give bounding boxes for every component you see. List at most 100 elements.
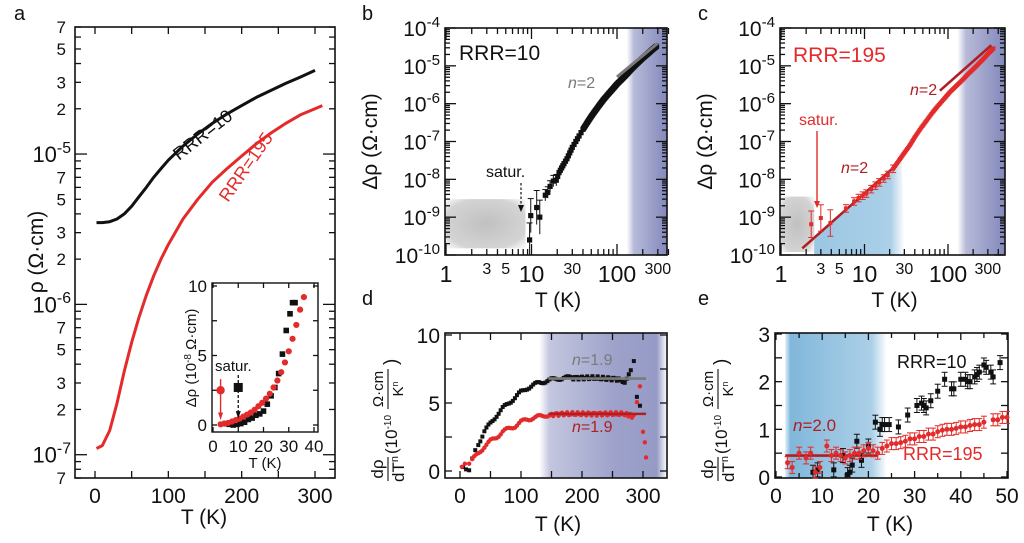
panel-c-title: RRR=195 xyxy=(793,44,886,67)
data-point-rrr10 xyxy=(967,379,973,385)
x-tick-label: 1 xyxy=(440,261,453,287)
x-tick-label: 3 xyxy=(482,261,491,278)
y-label-denominator: dTn xyxy=(719,456,738,482)
data-point-rrr10 xyxy=(539,381,544,386)
data-point xyxy=(860,193,865,198)
data-point xyxy=(568,147,574,153)
data-point-rrr10 xyxy=(484,425,489,430)
data-point-rrr10 xyxy=(928,398,934,404)
data-point-rrr10 xyxy=(914,403,920,408)
data-point-rrr10 xyxy=(997,360,1003,366)
inset-y-tick-label: 0 xyxy=(198,416,207,435)
y-label-unit-den: Kn xyxy=(720,381,737,396)
inset-satur-marker-red xyxy=(216,386,225,395)
data-point-rrr195 xyxy=(796,450,802,456)
data-point-rrr10 xyxy=(480,434,485,439)
inset-point-rrr195 xyxy=(300,294,307,301)
data-point-rrr195 xyxy=(817,464,823,470)
plot-frame xyxy=(774,332,1009,479)
x-tick-label: 100 xyxy=(929,261,967,287)
x-tick-label: 10 xyxy=(519,261,545,287)
data-point-rrr10 xyxy=(858,457,864,463)
data-point-rrr195 xyxy=(958,424,964,430)
inset-point-rrr10 xyxy=(230,422,236,428)
data-point-rrr10 xyxy=(634,394,639,399)
y-tick-label: 10-7 xyxy=(738,128,775,155)
x-tick-label: 5 xyxy=(835,261,844,278)
data-point-rrr10 xyxy=(504,402,509,407)
inset-point-rrr10 xyxy=(249,415,255,421)
inset-y-tick-label: 5 xyxy=(198,347,207,366)
data-point xyxy=(885,173,890,178)
data-point-rrr10 xyxy=(512,396,517,401)
data-point-rrr195 xyxy=(640,429,646,434)
y-label-unit-num: Ω·cm xyxy=(700,371,717,407)
panel-a-curve-label-rrr195: RRR=195 xyxy=(215,129,277,206)
data-point-rrr10 xyxy=(510,398,515,403)
x-tick-label: 300 xyxy=(974,261,1001,278)
data-point-rrr10 xyxy=(514,393,519,398)
data-point-rrr195 xyxy=(879,445,885,451)
data-point xyxy=(843,206,848,211)
fit-label-n2-high: n=2 xyxy=(910,82,937,99)
data-point xyxy=(852,199,857,204)
y-tick-label: 2 xyxy=(57,400,66,419)
data-point xyxy=(869,187,874,192)
inset-satur-marker-black xyxy=(233,382,243,392)
data-point-rrr10 xyxy=(628,368,633,373)
x-tick-label: 100 xyxy=(598,261,636,287)
data-point xyxy=(828,221,833,226)
inset-point-rrr195 xyxy=(281,359,289,366)
panel-a-frame xyxy=(74,26,336,479)
data-point-rrr195 xyxy=(828,453,834,459)
x-axis-label: T (K) xyxy=(871,289,917,312)
data-point xyxy=(526,237,533,243)
data-point xyxy=(873,183,878,188)
data-point-rrr195 xyxy=(912,436,918,442)
y-label-close-paren: ) xyxy=(711,359,732,365)
y-tick-label: 3 xyxy=(57,73,66,92)
data-point-rrr195 xyxy=(462,461,468,466)
inset-point-rrr195 xyxy=(270,384,277,391)
inset-ylabel: Δρ (10-8 Ω·cm) xyxy=(183,309,200,408)
inset-point-rrr195 xyxy=(266,390,273,397)
data-point-rrr195 xyxy=(949,426,955,432)
inset-satur-label: satur. xyxy=(215,358,252,375)
data-point xyxy=(881,176,886,181)
y-label-close-paren: ) xyxy=(381,359,402,365)
y-tick-label: 7 xyxy=(57,469,66,488)
data-point-rrr10 xyxy=(585,374,590,379)
data-point-rrr10 xyxy=(958,376,964,382)
data-point-rrr10 xyxy=(545,379,550,384)
data-point xyxy=(911,136,916,141)
data-point-rrr195 xyxy=(789,464,795,470)
inset-point-rrr195 xyxy=(285,348,292,355)
panel-b-title: RRR=10 xyxy=(459,42,540,65)
data-point-rrr10 xyxy=(543,380,548,385)
x-tick-label: 1 xyxy=(775,261,788,287)
data-point-rrr10 xyxy=(529,384,534,389)
data-point-rrr10 xyxy=(525,387,530,392)
y-tick-label: 10-6 xyxy=(738,90,775,117)
data-point-rrr195 xyxy=(634,399,640,405)
panel-c-rrr195-loglog: 10-10 10-9 10-8 10-7 10-6 10-5 10-4 1 3 5 10 30 100 3… xyxy=(694,14,1006,312)
y-tick-label: 10-4 xyxy=(738,14,775,41)
data-point-rrr10 xyxy=(935,388,941,394)
x-tick-label: 30 xyxy=(903,485,926,508)
data-point-rrr10 xyxy=(531,382,536,387)
inset-point-rrr10 xyxy=(279,351,286,357)
x-tick-label: 300 xyxy=(625,485,660,508)
panel-letter-a: a xyxy=(14,3,26,25)
data-point-rrr195 xyxy=(972,422,978,428)
x-tick-label: 10 xyxy=(852,261,878,287)
x-tick-label: 300 xyxy=(644,261,671,278)
data-point xyxy=(565,153,571,159)
data-point-rrr10 xyxy=(614,378,619,383)
data-point-rrr195 xyxy=(852,450,858,456)
data-point xyxy=(953,85,958,90)
data-point-rrr10 xyxy=(535,380,540,385)
data-point-rrr10 xyxy=(563,374,568,379)
data-point-rrr195 xyxy=(803,455,809,461)
